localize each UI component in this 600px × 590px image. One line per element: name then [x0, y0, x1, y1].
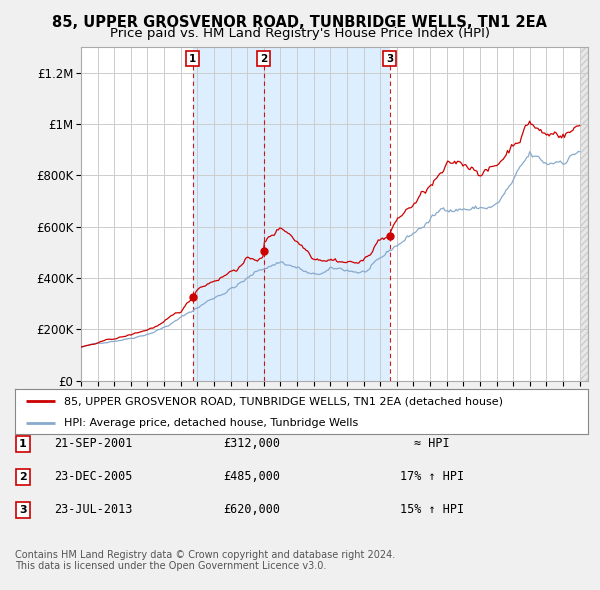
- Bar: [263, 47, 389, 381]
- Text: 2: 2: [19, 472, 26, 481]
- Text: 1: 1: [189, 54, 196, 64]
- Text: HPI: Average price, detached house, Tunbridge Wells: HPI: Average price, detached house, Tunb…: [64, 418, 358, 428]
- Text: 15% ↑ HPI: 15% ↑ HPI: [400, 503, 464, 516]
- Text: Contains HM Land Registry data © Crown copyright and database right 2024.
This d: Contains HM Land Registry data © Crown c…: [15, 550, 395, 572]
- Text: Price paid vs. HM Land Registry's House Price Index (HPI): Price paid vs. HM Land Registry's House …: [110, 27, 490, 40]
- Text: 21-SEP-2001: 21-SEP-2001: [54, 437, 132, 450]
- Text: 17% ↑ HPI: 17% ↑ HPI: [400, 470, 464, 483]
- Text: 2: 2: [260, 54, 267, 64]
- Text: £620,000: £620,000: [223, 503, 281, 516]
- Text: 3: 3: [19, 505, 26, 514]
- Text: £312,000: £312,000: [223, 437, 281, 450]
- Text: 85, UPPER GROSVENOR ROAD, TUNBRIDGE WELLS, TN1 2EA: 85, UPPER GROSVENOR ROAD, TUNBRIDGE WELL…: [53, 15, 548, 30]
- Bar: [193, 47, 263, 381]
- Text: 3: 3: [386, 54, 393, 64]
- Text: ≈ HPI: ≈ HPI: [414, 437, 450, 450]
- Text: 23-DEC-2005: 23-DEC-2005: [54, 470, 132, 483]
- Text: £485,000: £485,000: [223, 470, 281, 483]
- Text: 85, UPPER GROSVENOR ROAD, TUNBRIDGE WELLS, TN1 2EA (detached house): 85, UPPER GROSVENOR ROAD, TUNBRIDGE WELL…: [64, 396, 503, 407]
- Text: 1: 1: [19, 439, 26, 448]
- Text: 23-JUL-2013: 23-JUL-2013: [54, 503, 132, 516]
